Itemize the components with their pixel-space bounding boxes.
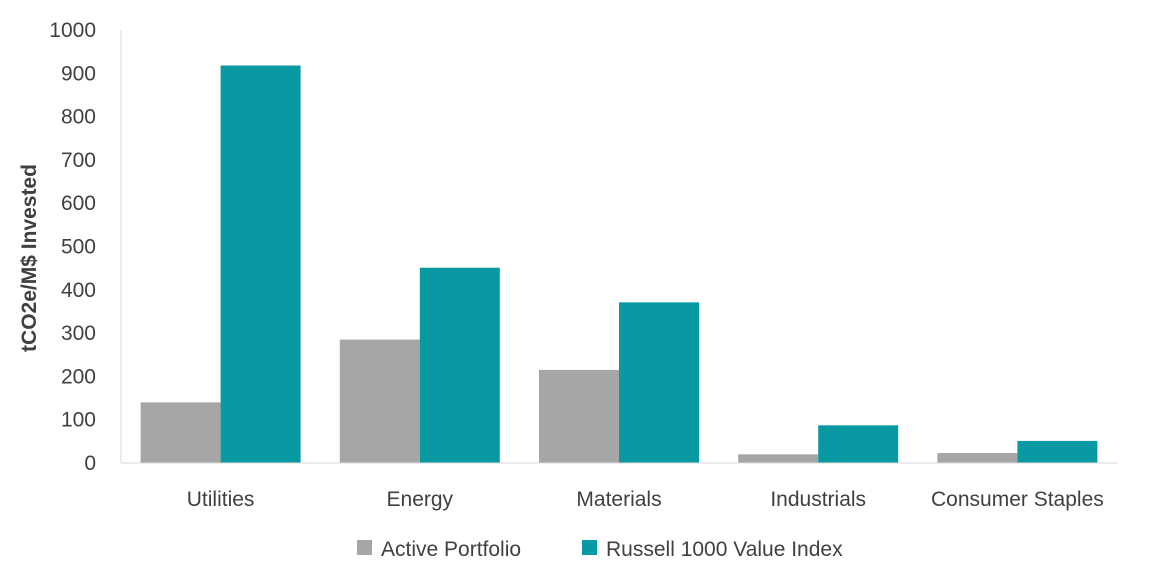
y-tick-label: 400 xyxy=(61,279,96,302)
x-category-label: Consumer Staples xyxy=(931,488,1104,511)
y-tick-label: 900 xyxy=(61,62,96,85)
bar-active-portfolio-industrials xyxy=(738,454,819,463)
x-category-label: Industrials xyxy=(770,488,866,511)
legend-swatch xyxy=(582,540,597,555)
bars-group xyxy=(140,65,1098,464)
y-tick-label: 300 xyxy=(61,322,96,345)
legend-label: Russell 1000 Value Index xyxy=(606,538,843,561)
bar-active-portfolio-utilities xyxy=(140,402,221,463)
bar-active-portfolio-materials xyxy=(539,369,619,463)
y-tick-label: 200 xyxy=(61,365,96,388)
bar-russell-1000-value-energy xyxy=(419,267,500,463)
bar-active-portfolio-consumer-staples xyxy=(937,453,1018,463)
bar-russell-1000-value-industrials xyxy=(818,425,899,463)
x-axis: Utilities Energy Materials Industrials Consu… xyxy=(121,462,1117,511)
x-category-label: Utilities xyxy=(187,488,255,511)
legend-swatch xyxy=(357,540,372,555)
y-axis: 0 100 200 300 400 500 600 700 800 900 1000 xyxy=(49,19,122,475)
y-tick-label: 700 xyxy=(61,149,96,172)
bar-russell-1000-value-utilities xyxy=(220,65,301,464)
bar-russell-1000-value-consumer-staples xyxy=(1017,440,1098,463)
bar-russell-1000-value-materials xyxy=(619,302,699,463)
y-tick-label: 0 xyxy=(84,452,96,475)
y-tick-label: 500 xyxy=(61,236,96,259)
bar-active-portfolio-energy xyxy=(339,339,420,463)
legend-label: Active Portfolio xyxy=(381,538,521,561)
y-tick-label: 100 xyxy=(61,409,96,432)
x-category-label: Materials xyxy=(576,488,661,511)
legend: Active Portfolio Russell 1000 Value Index xyxy=(357,538,843,561)
y-tick-label: 1000 xyxy=(49,19,96,42)
y-tick-label: 800 xyxy=(61,106,96,129)
x-category-label: Energy xyxy=(387,488,454,511)
y-tick-label: 600 xyxy=(61,192,96,215)
y-axis-label: tCO2e/M$ Invested xyxy=(18,164,41,352)
